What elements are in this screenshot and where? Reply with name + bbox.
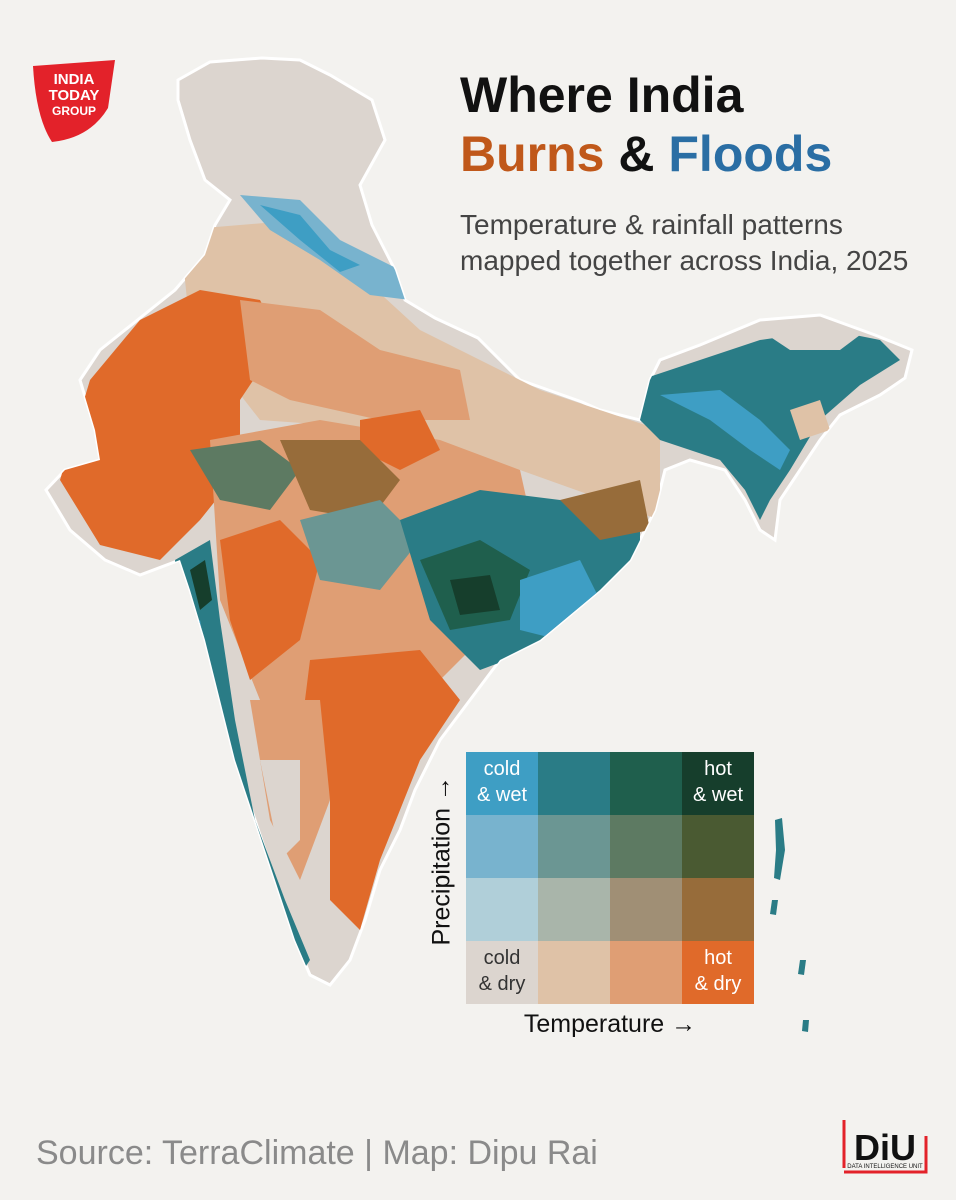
title-amp: &	[618, 126, 655, 182]
legend-cell	[538, 815, 610, 878]
bivariate-legend: cold & wet hot & wet cold & dry hot & dry	[466, 752, 754, 1004]
title-line1: Where India	[460, 67, 744, 123]
legend-x-axis-label: Temperature →	[523, 1010, 697, 1038]
legend-cell	[610, 878, 682, 941]
region-western-ghats	[175, 540, 310, 975]
legend-label-hot-dry-1: & dry	[694, 973, 742, 995]
source-credit: Source: TerraClimate | Map: Dipu Rai	[36, 1134, 598, 1172]
legend-label-cold-dry-0: cold	[483, 947, 521, 969]
svg-text:TODAY: TODAY	[49, 87, 100, 104]
legend-cell	[682, 815, 754, 878]
region-northeast-wet	[640, 330, 900, 520]
legend-cell	[682, 878, 754, 941]
legend-label-cold-wet-1: & wet	[476, 784, 528, 806]
subtitle: Temperature & rainfall patterns mapped t…	[460, 209, 909, 277]
legend-cell	[538, 752, 610, 815]
svg-text:INDIA: INDIA	[54, 71, 95, 88]
legend-label-hot-wet-1: & wet	[692, 784, 744, 806]
legend-cell-hot-wet: hot & wet	[682, 752, 754, 815]
legend-cell-cold-dry: cold & dry	[466, 941, 538, 1004]
svg-text:DiU: DiU	[854, 1127, 916, 1168]
svg-text:GROUP: GROUP	[52, 104, 96, 118]
legend-cell	[466, 878, 538, 941]
diu-logo: DiU DATA INTELLIGENCE UNIT	[840, 1116, 930, 1176]
legend-label-hot-dry-0: hot	[704, 947, 732, 969]
legend-label-cold-wet-0: cold	[483, 758, 521, 780]
andaman-nicobar-islands	[770, 818, 809, 1032]
legend-cell	[610, 815, 682, 878]
legend-label-cold-dry-1: & dry	[478, 973, 526, 995]
legend-cell	[610, 941, 682, 1004]
legend-cell	[538, 878, 610, 941]
legend-cell	[610, 752, 682, 815]
page-title: Where India Burns & Floods	[460, 66, 832, 184]
legend-cell-hot-dry: hot & dry	[682, 941, 754, 1004]
region-west-hot-dry	[60, 290, 280, 560]
legend-cell	[466, 815, 538, 878]
title-burns: Burns	[460, 126, 605, 182]
svg-text:DATA INTELLIGENCE UNIT: DATA INTELLIGENCE UNIT	[847, 1164, 923, 1170]
legend-cell	[538, 941, 610, 1004]
india-today-group-logo: INDIA TODAY GROUP	[30, 58, 116, 144]
legend-cell-cold-wet: cold & wet	[466, 752, 538, 815]
legend-label-hot-wet-0: hot	[704, 758, 732, 780]
title-floods: Floods	[668, 126, 833, 182]
legend-y-axis-label: Precipitation →	[427, 775, 456, 946]
